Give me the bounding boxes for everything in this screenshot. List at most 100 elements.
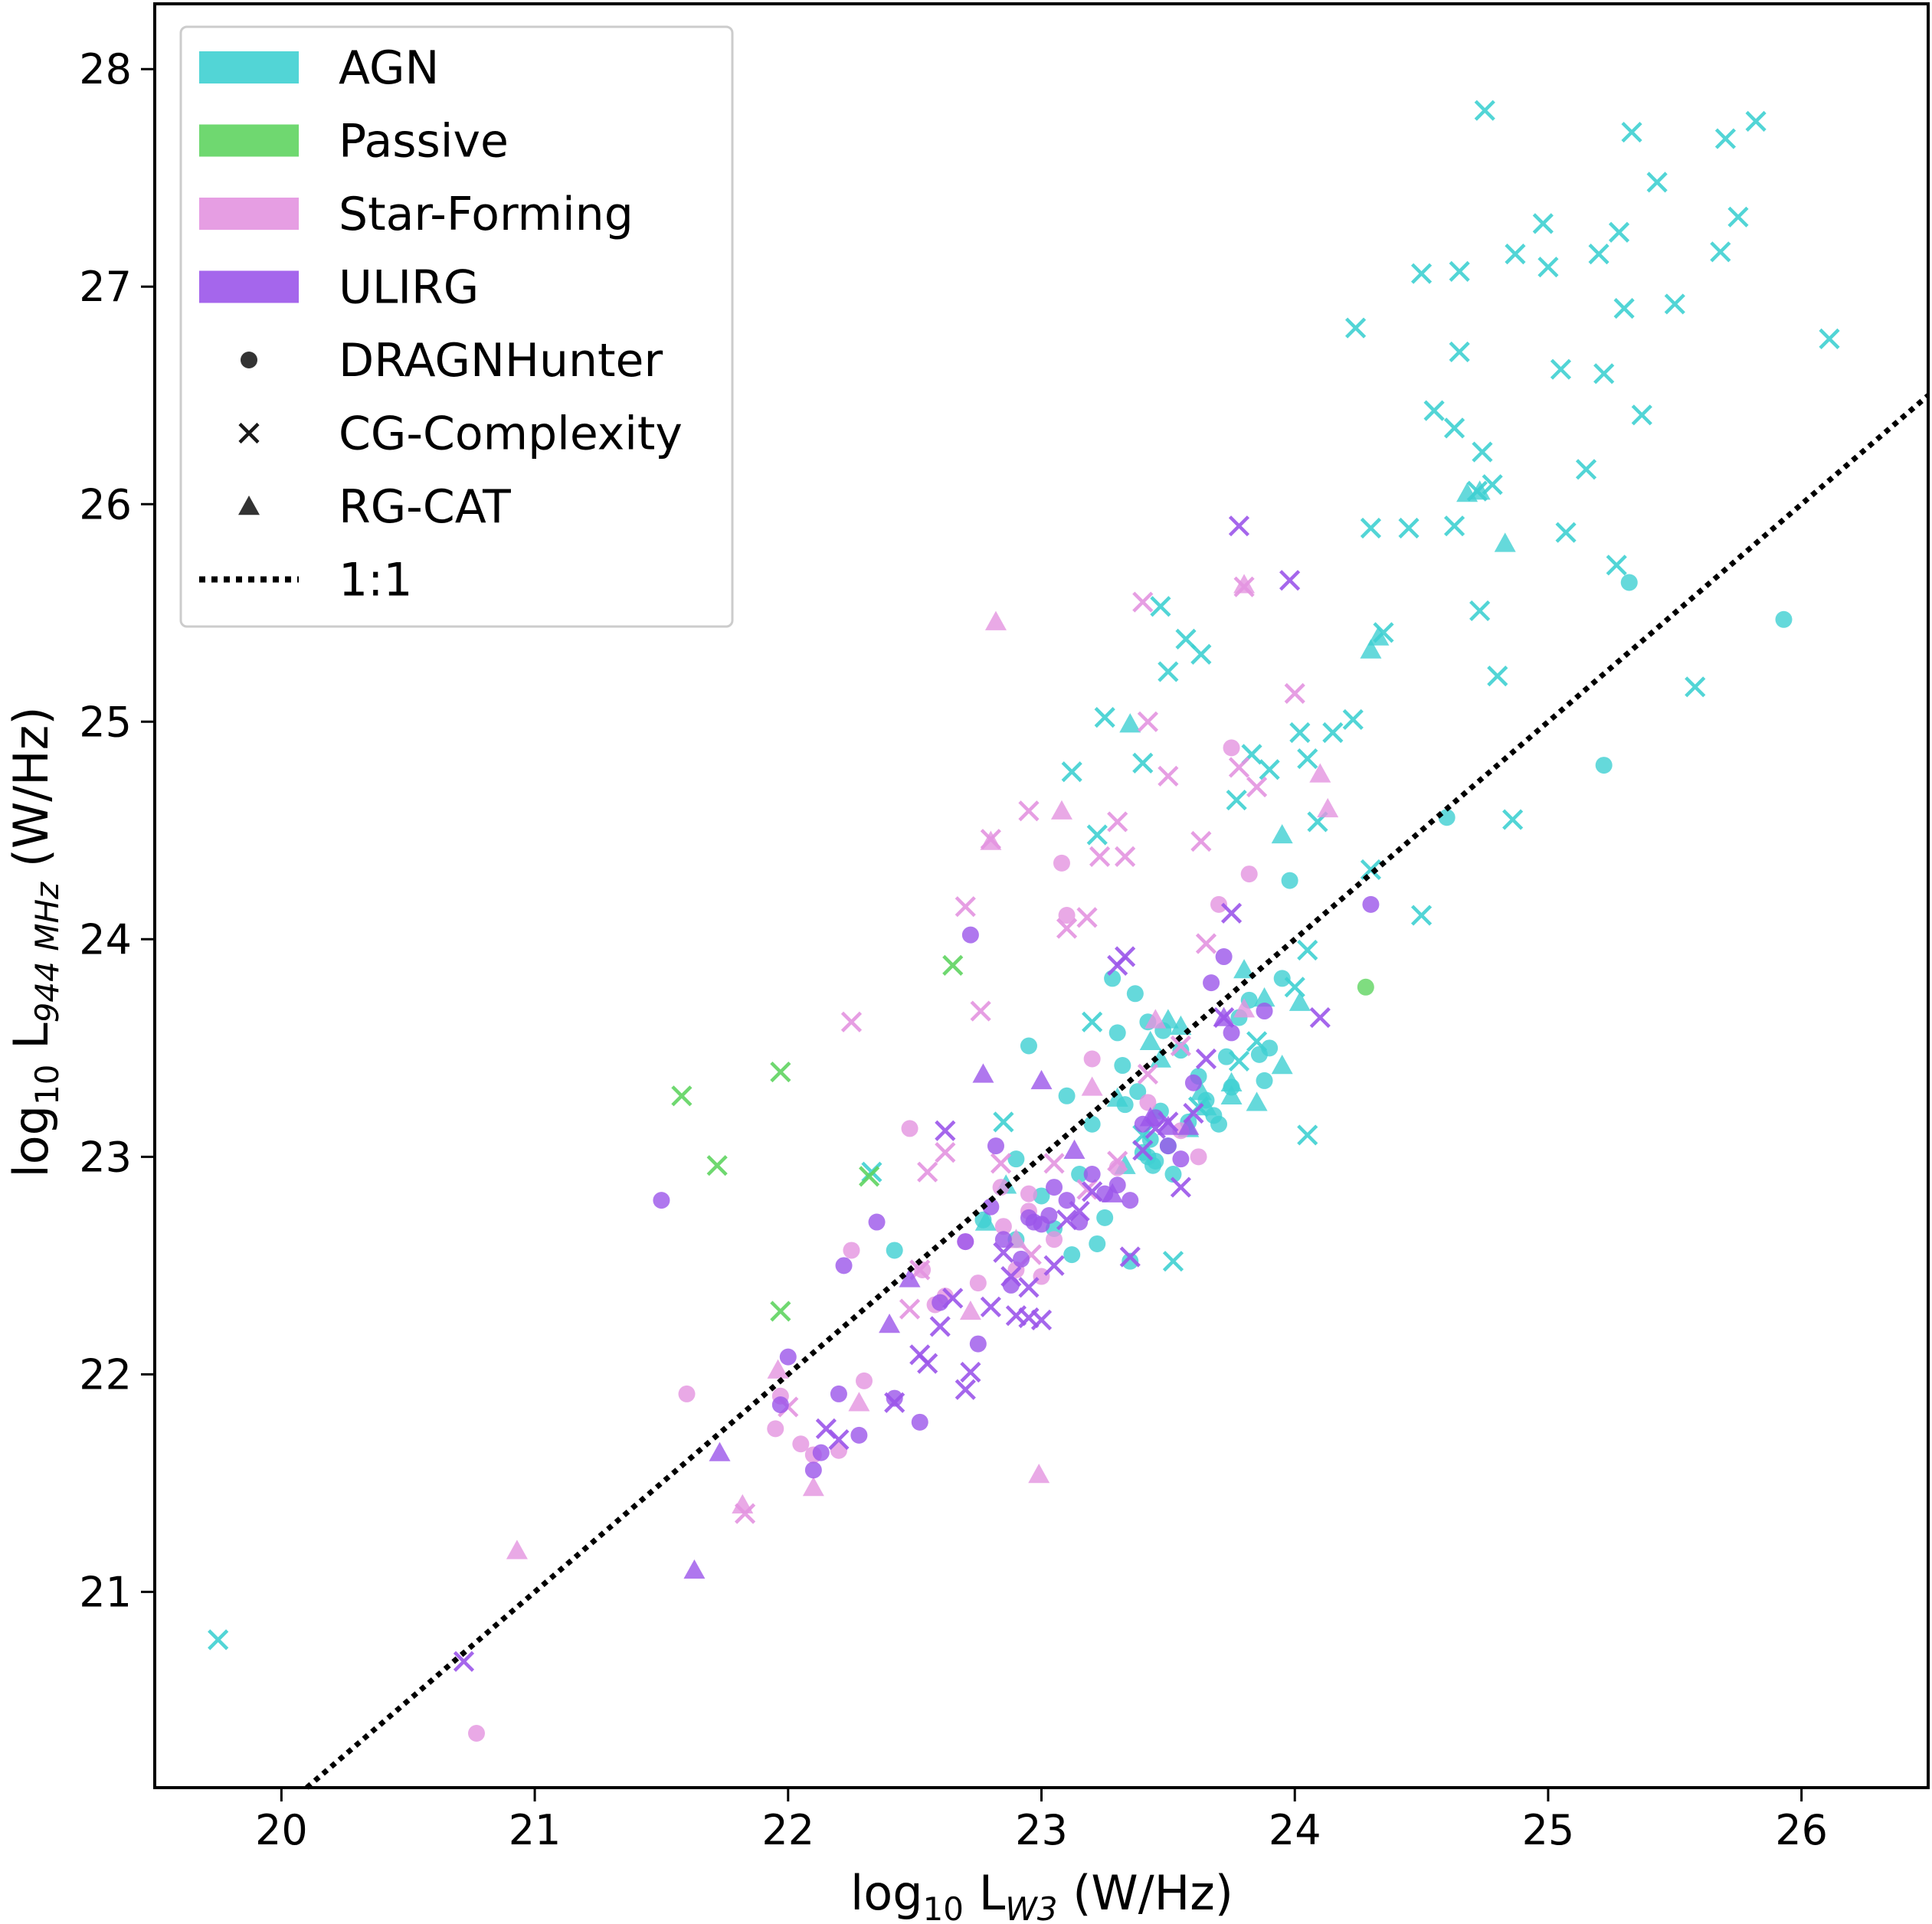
point-sf-cg-complexity bbox=[1190, 830, 1212, 852]
point-sf-cg-complexity bbox=[1195, 933, 1217, 954]
point-sf-cg-complexity bbox=[1246, 776, 1268, 798]
point-ulirg-cg-complexity bbox=[1309, 1006, 1331, 1029]
point-ulirg-cg-complexity bbox=[1279, 570, 1301, 591]
point-agn-dragnhunter bbox=[1261, 1039, 1279, 1057]
point-sf-cg-complexity bbox=[1137, 711, 1158, 732]
point-agn-rg-cat bbox=[1367, 626, 1390, 646]
point-sf-rg-cat bbox=[767, 1359, 789, 1379]
point-ulirg-dragnhunter bbox=[850, 1426, 868, 1444]
point-agn-dragnhunter bbox=[1438, 809, 1456, 826]
point-sf-rg-cat bbox=[732, 1494, 754, 1513]
point-ulirg-cg-complexity bbox=[1228, 515, 1250, 537]
point-sf-cg-complexity bbox=[990, 1153, 1012, 1174]
point-ulirg-dragnhunter bbox=[779, 1348, 797, 1366]
legend-swatch-ulirg bbox=[199, 270, 299, 303]
point-ulirg-dragnhunter bbox=[812, 1444, 830, 1461]
legend-swatch-agn bbox=[199, 51, 299, 83]
point-ulirg-cg-complexity bbox=[1119, 1246, 1141, 1268]
point-agn-rg-cat bbox=[1139, 1030, 1161, 1050]
point-sf-cg-complexity bbox=[955, 896, 976, 918]
point-sf-cg-complexity bbox=[1228, 757, 1250, 778]
x-tick-label: 24 bbox=[1269, 1806, 1321, 1854]
point-agn-rg-cat bbox=[1220, 1085, 1243, 1105]
point-sf-dragnhunter bbox=[992, 1179, 1010, 1196]
point-ulirg-dragnhunter bbox=[1215, 948, 1233, 966]
point-passive-dragnhunter bbox=[1357, 978, 1374, 996]
point-ulirg-rg-cat bbox=[1157, 1115, 1179, 1135]
point-agn-dragnhunter bbox=[1281, 872, 1298, 889]
y-axis-label-unit: (W/Hz) bbox=[3, 706, 59, 882]
point-ulirg-dragnhunter bbox=[932, 1294, 949, 1311]
point-ulirg-dragnhunter bbox=[1122, 1192, 1139, 1209]
point-ulirg-dragnhunter bbox=[911, 1413, 928, 1431]
legend-label-passive: Passive bbox=[339, 115, 509, 169]
point-ulirg-rg-cat bbox=[972, 1063, 994, 1083]
legend-label-cg-complexity: CG-Complexity bbox=[339, 407, 683, 461]
point-agn-cg-complexity bbox=[1537, 257, 1559, 278]
point-agn-cg-complexity bbox=[1550, 358, 1572, 380]
point-agn-cg-complexity bbox=[1474, 100, 1495, 121]
point-sf-cg-complexity bbox=[1018, 800, 1040, 822]
point-ulirg-cg-complexity bbox=[828, 1428, 850, 1451]
point-agn-rg-cat bbox=[1253, 987, 1275, 1007]
point-ulirg-cg-complexity bbox=[929, 1316, 951, 1337]
point-sf-rg-cat bbox=[848, 1392, 870, 1412]
point-agn-cg-complexity bbox=[1819, 328, 1840, 349]
point-ulirg-cg-complexity bbox=[453, 1651, 475, 1672]
point-agn-cg-complexity bbox=[1150, 596, 1171, 617]
x-axis-label-sub1: 10 bbox=[923, 1890, 964, 1924]
point-sf-cg-complexity bbox=[1056, 918, 1078, 939]
point-ulirg-dragnhunter bbox=[771, 1396, 789, 1414]
point-agn-cg-complexity bbox=[1226, 789, 1247, 811]
point-agn-dragnhunter bbox=[1144, 1157, 1162, 1174]
point-ulirg-cg-complexity bbox=[1018, 1307, 1040, 1329]
x-axis-label-log: log bbox=[850, 1865, 923, 1921]
point-agn-cg-complexity bbox=[1685, 676, 1706, 698]
point-sf-cg-complexity bbox=[970, 1000, 991, 1022]
point-sf-cg-complexity bbox=[1115, 846, 1136, 867]
point-ulirg-dragnhunter bbox=[1159, 1137, 1177, 1155]
point-sf-dragnhunter bbox=[1139, 1094, 1157, 1111]
point-agn-dragnhunter bbox=[1126, 985, 1144, 1003]
y-tick-label: 27 bbox=[79, 263, 132, 311]
point-agn-cg-complexity bbox=[1469, 600, 1491, 622]
point-agn-rg-cat bbox=[1233, 959, 1256, 979]
point-sf-cg-complexity bbox=[1089, 846, 1111, 867]
point-agn-cg-complexity bbox=[1608, 221, 1630, 243]
point-ulirg-rg-cat bbox=[1063, 1139, 1086, 1160]
point-sf-cg-complexity bbox=[1170, 1035, 1191, 1057]
legend-swatch-sf bbox=[199, 198, 299, 230]
point-agn-cg-complexity bbox=[1443, 417, 1465, 439]
point-sf-dragnhunter bbox=[914, 1261, 932, 1279]
point-agn-dragnhunter bbox=[1256, 1072, 1273, 1089]
point-ulirg-dragnhunter bbox=[982, 1198, 1000, 1216]
point-agn-cg-complexity bbox=[1297, 1124, 1318, 1146]
point-agn-cg-complexity bbox=[1360, 517, 1382, 539]
point-agn-cg-complexity bbox=[1710, 241, 1731, 263]
point-sf-cg-complexity bbox=[1137, 1063, 1158, 1085]
point-passive-cg-complexity bbox=[770, 1061, 791, 1083]
point-agn-cg-complexity bbox=[1297, 748, 1318, 770]
point-ulirg-dragnhunter bbox=[868, 1213, 886, 1231]
point-agn-dragnhunter bbox=[1089, 1235, 1106, 1252]
x-tick-label: 20 bbox=[255, 1806, 308, 1854]
point-ulirg-dragnhunter bbox=[1184, 1074, 1202, 1091]
point-agn-cg-complexity bbox=[1449, 341, 1470, 363]
point-ulirg-cg-complexity bbox=[960, 1361, 981, 1383]
y-tick-label: 21 bbox=[79, 1568, 132, 1616]
point-ulirg-dragnhunter bbox=[957, 1233, 974, 1251]
point-agn-cg-complexity bbox=[1410, 263, 1433, 284]
point-agn-dragnhunter bbox=[1129, 1083, 1147, 1101]
reference-line-layer bbox=[305, 393, 1930, 1790]
point-ulirg-dragnhunter bbox=[1256, 1003, 1273, 1020]
x-axis-ticks: 20 21 22 23 24 25 26 bbox=[255, 1788, 1828, 1854]
point-sf-dragnhunter bbox=[792, 1435, 810, 1453]
point-agn-cg-complexity bbox=[1575, 459, 1597, 480]
point-ulirg-cg-complexity bbox=[1132, 1140, 1154, 1161]
point-agn-rg-cat bbox=[1190, 1081, 1212, 1101]
point-agn-dragnhunter bbox=[1108, 1024, 1126, 1042]
point-agn-dragnhunter bbox=[1033, 1187, 1050, 1205]
point-agn-cg-complexity bbox=[1745, 110, 1767, 132]
point-agn-cg-complexity bbox=[1086, 824, 1108, 846]
point-agn-cg-complexity bbox=[1322, 722, 1344, 744]
